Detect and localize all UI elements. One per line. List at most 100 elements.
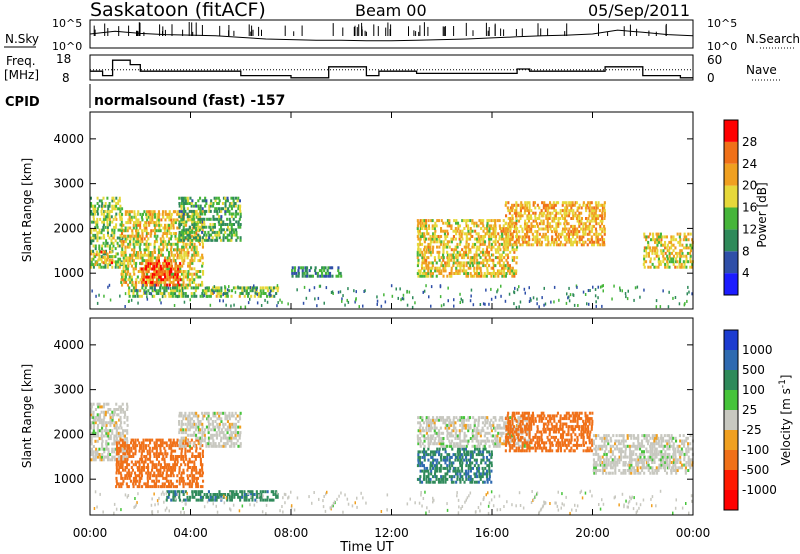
echo-cell <box>425 469 428 473</box>
echo-cell <box>136 444 139 448</box>
echo-cell <box>450 461 453 465</box>
echo-cell <box>182 457 185 461</box>
echo-cell <box>153 485 156 489</box>
echo-cell <box>115 252 118 256</box>
echo-cell <box>314 297 316 301</box>
echo-cell <box>504 203 507 207</box>
echo-cell <box>201 220 204 224</box>
echo-cell <box>159 242 162 246</box>
echo-cell <box>659 235 662 239</box>
echo-cell <box>484 264 487 268</box>
echo-cell <box>199 463 202 467</box>
echo-cell <box>455 253 458 257</box>
echo-cell <box>155 272 158 276</box>
echo-cell <box>517 240 520 244</box>
echo-cell <box>485 469 488 473</box>
echo-cell <box>239 223 242 226</box>
echo-cell <box>168 210 171 214</box>
echo-cell <box>170 234 173 238</box>
echo-cell <box>163 457 166 461</box>
echo-cell <box>482 455 485 459</box>
echo-cell <box>159 441 162 445</box>
echo-cell <box>184 444 187 448</box>
echo-cell <box>446 466 449 470</box>
echo-cell <box>116 252 119 256</box>
echo-cell <box>416 477 419 481</box>
echo-cell <box>228 422 231 426</box>
echo-cell <box>450 224 453 228</box>
echo-cell <box>436 466 439 470</box>
echo-cell <box>128 294 131 298</box>
echo-cell <box>683 235 686 239</box>
echo-cell <box>171 482 174 486</box>
echo-cell <box>480 261 483 265</box>
echo-cell <box>186 248 189 252</box>
echo-cell <box>686 292 688 296</box>
echo-cell <box>190 209 193 213</box>
echo-cell <box>199 236 202 240</box>
echo-cell <box>108 215 111 219</box>
echo-cell <box>518 219 521 223</box>
echo-cell <box>384 300 387 304</box>
echo-cell <box>239 209 242 213</box>
echo-cell <box>462 264 465 268</box>
echo-cell <box>457 253 460 257</box>
echo-cell <box>563 230 566 234</box>
echo-cell <box>217 411 220 415</box>
echo-cell <box>478 237 481 241</box>
echo-cell <box>563 235 566 239</box>
echo-cell <box>191 476 194 480</box>
echo-cell <box>486 221 489 225</box>
echo-cell <box>116 236 119 240</box>
echo-cell <box>207 431 210 435</box>
echo-cell <box>178 253 181 257</box>
echo-cell <box>92 244 95 248</box>
echo-cell <box>297 269 300 273</box>
echo-cell <box>151 466 154 469</box>
echo-cell <box>209 442 212 446</box>
echo-cell <box>687 238 690 242</box>
echo-cell <box>603 217 606 220</box>
echo-cell <box>182 212 185 216</box>
echo-cell <box>174 294 177 298</box>
echo-cell <box>181 245 184 249</box>
echo-cell <box>156 240 159 244</box>
echo-cell <box>209 422 212 426</box>
echo-cell <box>497 288 499 292</box>
echo-cell <box>147 270 150 274</box>
echo-cell <box>509 217 512 220</box>
echo-cell <box>159 229 162 233</box>
echo-cell <box>135 242 138 246</box>
echo-cell <box>457 466 460 470</box>
echo-cell <box>152 264 155 268</box>
echo-cell <box>187 466 190 469</box>
echo-cell <box>547 206 550 210</box>
echo-cell <box>227 288 229 292</box>
echo-cell <box>430 450 433 454</box>
echo-cell <box>103 415 106 419</box>
echo-cell <box>182 283 185 287</box>
echo-cell <box>293 271 296 275</box>
echo-cell <box>492 229 495 233</box>
echo-cell <box>647 240 650 244</box>
echo-cell <box>157 463 160 467</box>
echo-cell <box>597 285 599 289</box>
echo-cell <box>498 253 501 257</box>
echo-cell <box>576 209 579 213</box>
echo-cell <box>524 227 527 231</box>
echo-cell <box>212 428 215 432</box>
echo-cell <box>331 274 334 278</box>
noise-right-tick-low: 10^0 <box>707 40 737 53</box>
echo-cell <box>180 202 183 205</box>
echo-cell <box>226 292 229 295</box>
echo-cell <box>559 240 562 244</box>
echo-cell <box>218 292 221 295</box>
echo-cell <box>168 237 171 241</box>
echo-cell <box>183 238 186 242</box>
echo-cell <box>195 286 198 290</box>
echo-cell <box>101 447 104 451</box>
echo-cell <box>585 209 588 213</box>
echo-cell <box>339 290 342 294</box>
echo-cell <box>551 238 554 242</box>
echo-cell <box>490 242 493 246</box>
